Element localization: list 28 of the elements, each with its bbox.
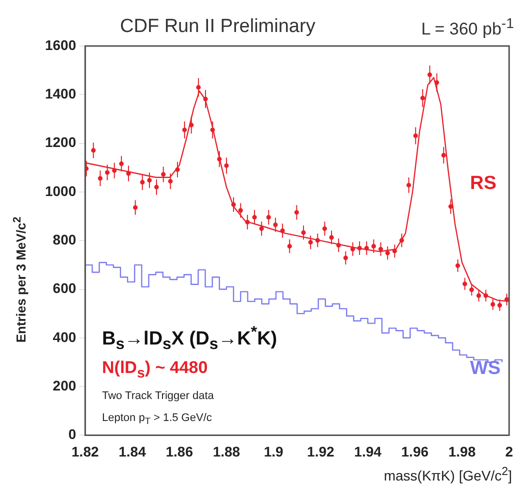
annotation: Two Track Trigger data	[102, 390, 214, 402]
x-axis-title: mass(KπK) [GeV/c$^{2}$]	[384, 465, 512, 484]
text: B$_{s}$→lD$_{s}$X (D$_{s}$→K$^{*}$K)	[102, 324, 278, 354]
x-tick-label: 1.86	[166, 443, 194, 460]
y-tick-label: 1000	[44, 182, 76, 199]
y-tick-label: 1400	[44, 86, 76, 102]
chart-title: CDF Run II Preliminary	[120, 16, 316, 38]
y-tick-label: 400	[52, 328, 76, 345]
x-tick-label: 1.92	[307, 443, 335, 460]
y-tick-label: 600	[52, 280, 76, 296]
chart-subtitle: L = 360 pb$^{-1}$	[421, 16, 514, 40]
x-tick-label: 1.9	[264, 443, 284, 460]
x-tick-label: 1.88	[212, 443, 240, 460]
x-tick-label: 1.82	[72, 443, 99, 460]
series-label: WS	[470, 358, 501, 380]
x-tick-label: 2	[505, 443, 514, 460]
x-tick-label: 1.84	[118, 443, 146, 460]
annotation: N(lD$_{s}$) ~ 4480	[102, 358, 208, 382]
series-label: RS	[470, 173, 496, 195]
annotation: Lepton p$_{T}$ > 1.5 GeV/c	[102, 412, 212, 426]
x-tick-label: 1.94	[354, 443, 382, 460]
y-tick-label: 0	[68, 426, 76, 442]
y-tick-label: 1600	[44, 36, 76, 53]
x-tick-label: 1.98	[448, 443, 476, 460]
y-tick-label: 800	[52, 231, 76, 248]
x-tick-label: 1.96	[401, 443, 429, 460]
y-tick-label: 1200	[44, 134, 76, 150]
y-tick-label: 200	[52, 377, 76, 394]
